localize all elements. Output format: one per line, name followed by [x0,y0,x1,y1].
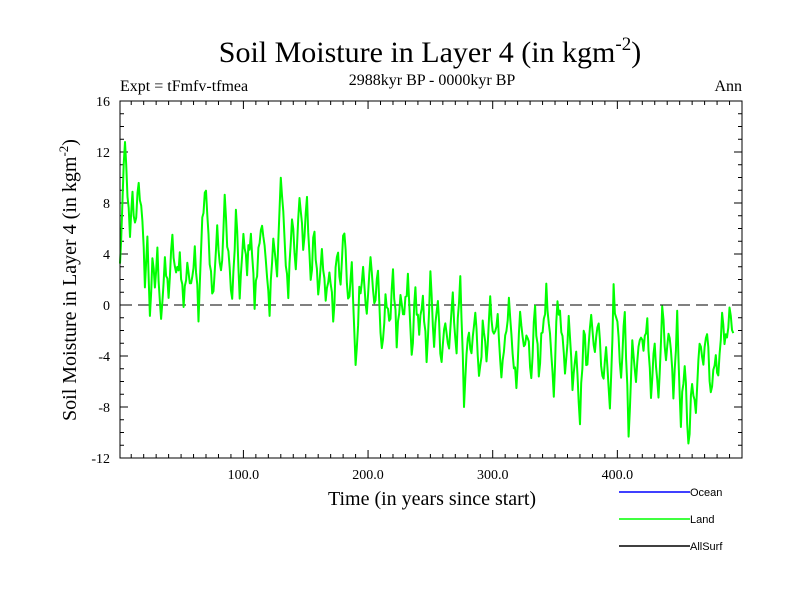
subtitle-right: Ann [714,78,742,95]
y-axis-label: Soil Moisture in Layer 4 (in kgm-2) [56,139,81,421]
chart-title: Soil Moisture in Layer 4 (in kgm-2) [219,34,641,69]
y-tick-label: 16 [96,95,110,110]
x-axis-label: Time (in years since start) [328,488,536,510]
y-axis-label-close: ) [59,139,81,146]
legend-label-allsurf: AllSurf [690,541,723,553]
y-tick-label: -8 [98,401,110,416]
y-tick-label: 8 [103,197,110,212]
plot-frame [119,100,743,459]
y-tick-label: 0 [103,299,110,314]
chart-title-close: ) [631,36,641,69]
y-axis-label-sup: -2 [56,146,71,157]
x-tick-label: 400.0 [602,468,634,483]
series-line-land [119,141,735,445]
y-axis-label-main: Soil Moisture in Layer 4 (in kgm [59,156,81,421]
y-tick-label: -4 [98,350,110,365]
chart-title-sup: -2 [615,34,631,55]
x-tick-label: 200.0 [352,468,384,483]
legend-label-ocean: Ocean [690,487,722,499]
subtitle-center: 2988kyr BP - 0000kyr BP [349,72,516,89]
y-tick-label: 4 [103,248,110,263]
y-tick-label: 12 [96,146,110,161]
chart-title-main: Soil Moisture in Layer 4 (in kgm [219,36,616,69]
y-tick-label: -12 [91,452,110,467]
subtitle-left: Expt = tFmfv-tfmea [120,78,248,95]
legend-label-land: Land [690,514,714,526]
x-tick-label: 100.0 [228,468,260,483]
x-tick-label: 300.0 [477,468,509,483]
